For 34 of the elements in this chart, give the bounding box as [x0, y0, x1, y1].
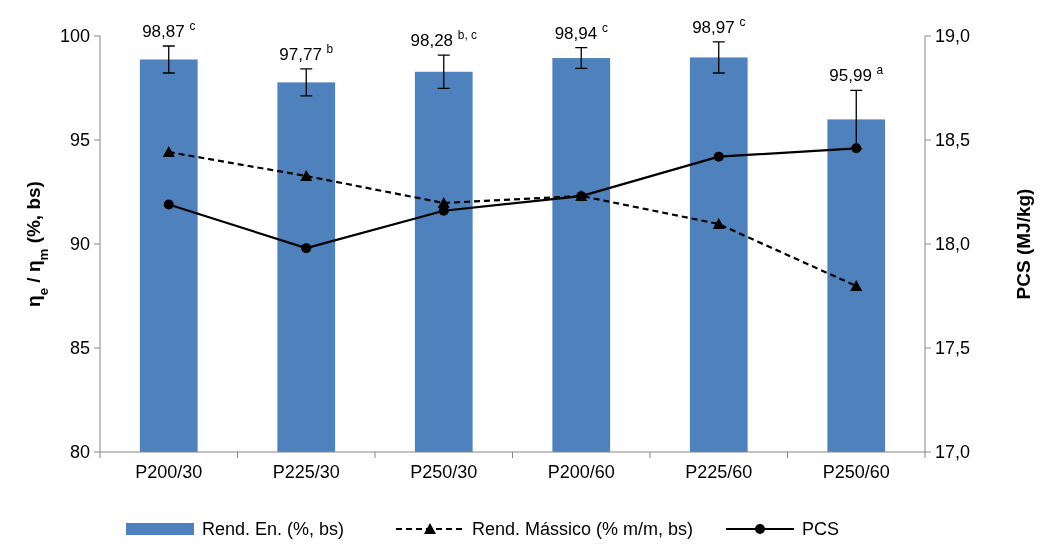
y-tick-label: 100: [59, 26, 90, 47]
x-tick-label: P250/30: [410, 462, 478, 482]
x-tick-label: P200/30: [135, 462, 203, 482]
point: [851, 143, 862, 154]
y2-tick-label: 17,0: [935, 442, 971, 463]
y2-tick-label: 19,0: [935, 26, 971, 47]
legend-label: PCS: [802, 519, 840, 540]
point: [712, 218, 725, 230]
y-tick-label: 90: [69, 234, 90, 255]
point: [163, 199, 174, 210]
y2-axis-title: PCS (MJ/kg): [1013, 188, 1034, 300]
point: [713, 151, 724, 162]
data-label: 98,94 $^{c}$: [554, 20, 608, 43]
point: [850, 280, 863, 292]
data-label: 98,87 $^{c}$: [142, 18, 196, 41]
data-label: 98,97 $^{c}$: [692, 14, 746, 37]
y2-tick-label: 17,5: [935, 338, 971, 359]
point: [162, 146, 175, 158]
data-label: 97,77 $^{b}$: [279, 41, 334, 64]
y-tick-label: 85: [69, 338, 90, 359]
y2-tick-label: 18,5: [935, 130, 971, 151]
data-label: 95,99 $^{a}$: [829, 63, 884, 86]
data-label: 98,28 $^{b, c}$: [410, 28, 478, 51]
point: [300, 169, 313, 181]
x-tick-label: P225/60: [685, 462, 753, 482]
y-tick-label: 95: [69, 130, 90, 151]
point: [301, 243, 312, 254]
x-tick-label: P250/60: [822, 462, 890, 482]
legend-label: Rend. En. (%, bs): [202, 519, 345, 540]
x-tick-label: P200/60: [547, 462, 615, 482]
y-tick-label: 80: [69, 442, 90, 463]
y2-tick-label: 18,0: [935, 234, 971, 255]
legend-label: Rend. Mássico (% m/m, bs): [472, 519, 694, 540]
x-tick-label: P225/30: [272, 462, 340, 482]
